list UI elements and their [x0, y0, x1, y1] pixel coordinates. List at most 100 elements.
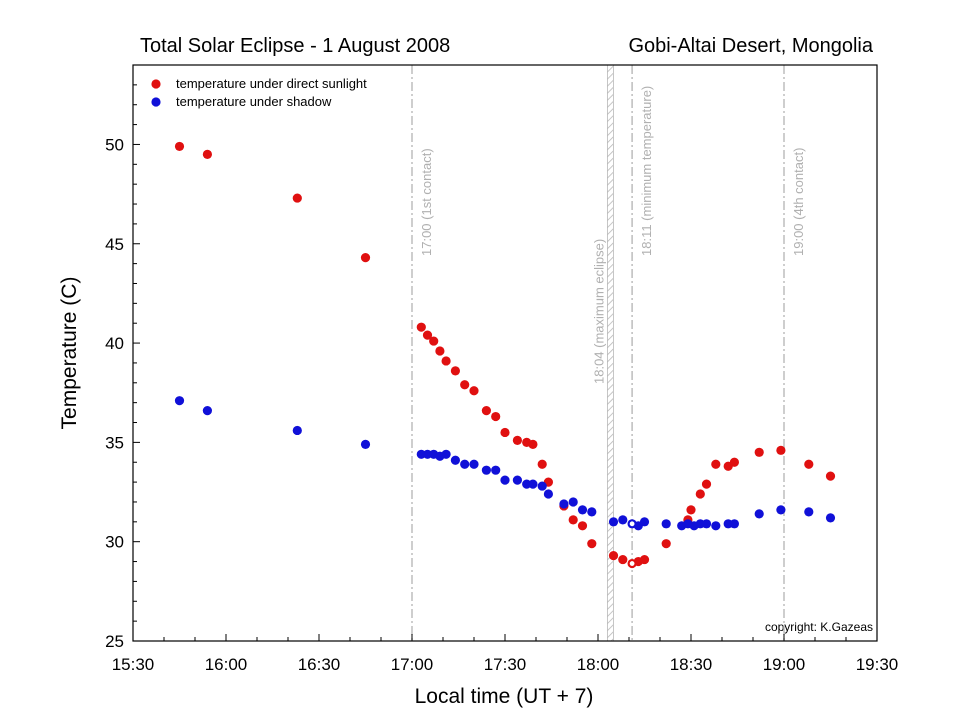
data-point: [686, 505, 696, 515]
y-tick-label: 40: [105, 334, 124, 353]
x-tick-label: 15:30: [112, 655, 155, 674]
plot-area: 17:00 (1st contact) 18:04 (maximum eclips…: [105, 64, 899, 674]
data-point: [577, 521, 588, 531]
y-tick-label: 45: [105, 235, 124, 254]
y-tick-label: 35: [105, 433, 124, 452]
series-shadow: [174, 396, 836, 531]
x-tick-label: 18:30: [670, 655, 713, 674]
x-tick-label: 17:00: [391, 655, 434, 674]
chart-title-right: Gobi-Altai Desert, Mongolia: [628, 35, 873, 57]
x-tick-label: 16:30: [298, 655, 341, 674]
data-point: [460, 380, 470, 390]
data-point: [500, 475, 510, 485]
data-point: [804, 507, 814, 517]
data-point: [608, 517, 619, 527]
data-point: [559, 499, 569, 509]
data-point: [568, 497, 578, 507]
data-point: [481, 465, 491, 475]
marker-label: 17:00 (1st contact): [419, 148, 434, 256]
data-point: [528, 479, 538, 489]
data-point: [711, 521, 721, 531]
series-sunlight: [174, 141, 836, 569]
data-point: [587, 507, 597, 517]
data-point: [202, 406, 212, 416]
data-point: [543, 489, 554, 499]
data-point: [202, 149, 212, 159]
data-point: [587, 539, 597, 549]
data-point: [729, 457, 740, 467]
y-axis-label: Temperature (C): [58, 277, 81, 430]
data-point: [441, 449, 451, 459]
data-point: [695, 489, 705, 499]
data-point: [825, 513, 836, 523]
data-point: [754, 509, 764, 519]
data-point: [537, 459, 547, 469]
marker-label: 18:04 (maximum eclipse): [591, 239, 606, 384]
plot-frame: [132, 64, 878, 642]
data-point: [174, 141, 185, 152]
data-point: [460, 459, 470, 469]
data-point: [441, 356, 451, 366]
data-point: [639, 517, 650, 527]
data-point: [537, 481, 547, 491]
data-point: [754, 447, 764, 457]
data-point: [701, 519, 712, 529]
data-point: [618, 515, 628, 525]
data-point: [776, 505, 786, 515]
y-tick-label: 25: [105, 632, 124, 651]
data-point: [360, 439, 371, 449]
data-point: [360, 253, 371, 263]
data-point: [469, 459, 479, 469]
data-point: [512, 475, 523, 485]
data-point: [416, 322, 426, 332]
data-point: [429, 336, 439, 346]
min-temp-marker: [629, 521, 635, 527]
x-tick-label: 16:00: [205, 655, 248, 674]
marker-label: 18:11 (minimum temperature): [639, 86, 654, 256]
x-tick-label: 18:00: [577, 655, 620, 674]
data-point: [528, 439, 538, 449]
data-point: [701, 479, 712, 489]
data-point: [500, 427, 510, 438]
data-point: [825, 471, 836, 481]
marker-label: 19:00 (4th contact): [791, 148, 806, 256]
data-point: [661, 519, 671, 529]
legend-marker: [151, 79, 161, 89]
data-point: [292, 425, 302, 436]
x-tick-label: 17:30: [484, 655, 527, 674]
data-point: [711, 459, 721, 469]
x-tick-label: 19:00: [763, 655, 806, 674]
data-point: [450, 366, 460, 376]
data-point: [491, 411, 501, 422]
data-point: [491, 465, 501, 475]
data-point: [608, 550, 619, 561]
data-point: [776, 445, 786, 455]
data-point: [804, 459, 814, 469]
data-point: [577, 505, 588, 515]
data-point: [639, 554, 650, 565]
data-point: [568, 515, 578, 525]
data-point: [450, 455, 460, 465]
data-point: [481, 406, 491, 416]
x-tick-label: 19:30: [856, 655, 899, 674]
data-point: [292, 193, 302, 203]
y-tick-label: 50: [105, 135, 124, 154]
data-point: [661, 539, 671, 549]
data-point: [469, 386, 479, 396]
data-point: [422, 330, 433, 340]
legend-marker: [151, 97, 161, 107]
x-axis-label: Local time (UT + 7): [415, 685, 594, 708]
legend-label: temperature under shadow: [176, 94, 332, 109]
data-point: [435, 346, 445, 356]
legend-label: temperature under direct sunlight: [176, 76, 367, 91]
y-tick-label: 30: [105, 533, 124, 552]
data-point: [618, 554, 628, 565]
data-point: [174, 396, 185, 406]
data-point: [729, 519, 740, 529]
data-point: [512, 435, 523, 445]
copyright-text: copyright: K.Gazeas: [765, 620, 873, 634]
min-temp-marker: [629, 561, 635, 566]
chart-title-left: Total Solar Eclipse - 1 August 2008: [140, 35, 450, 57]
